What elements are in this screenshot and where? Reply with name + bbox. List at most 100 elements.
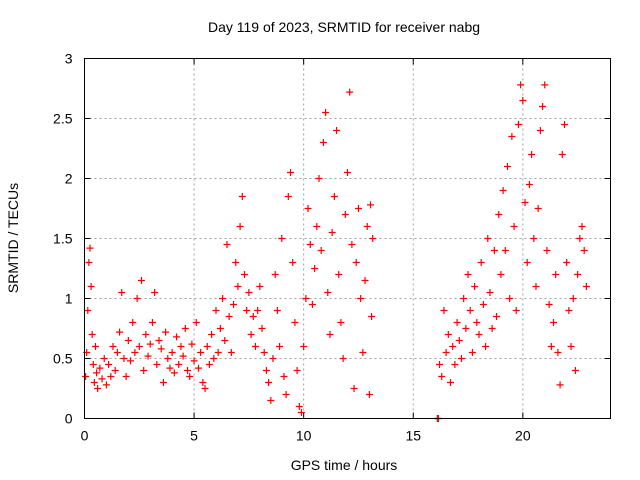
data-point (210, 355, 218, 362)
data-point (96, 364, 104, 372)
data-point (333, 127, 341, 134)
data-point (258, 325, 266, 332)
data-point (82, 373, 90, 380)
data-point (105, 361, 113, 368)
data-point (344, 169, 351, 176)
data-point (302, 295, 310, 302)
data-point (251, 343, 259, 350)
data-point (447, 379, 455, 386)
x-tick-label: 0 (81, 428, 89, 444)
data-point (306, 241, 314, 248)
data-point (168, 349, 176, 356)
data-point (361, 277, 369, 284)
data-point (247, 331, 255, 338)
data-point (508, 133, 516, 140)
data-point (365, 391, 373, 398)
data-point (111, 367, 119, 374)
data-point (205, 361, 213, 368)
data-point (289, 259, 297, 266)
data-point (232, 259, 240, 266)
data-point (541, 81, 549, 89)
data-point (534, 205, 542, 212)
data-point (484, 235, 492, 242)
data-point (315, 175, 323, 182)
data-point (346, 88, 354, 96)
data-point (214, 349, 222, 356)
data-point (146, 340, 154, 348)
data-point (330, 193, 338, 200)
data-point (100, 355, 108, 362)
data-point (148, 319, 156, 326)
data-point (488, 325, 496, 332)
data-point (530, 235, 538, 242)
data-point (203, 343, 211, 350)
data-point (317, 247, 325, 254)
data-point (234, 283, 242, 290)
data-point (322, 109, 330, 116)
data-point (503, 163, 511, 170)
data-point (90, 379, 98, 386)
y-tick-label: 2.5 (53, 111, 73, 127)
y-tick-label: 2 (65, 171, 73, 187)
data-point (514, 121, 522, 128)
data-point (84, 307, 92, 314)
data-point (179, 352, 187, 360)
data-point (87, 283, 95, 290)
data-point (550, 319, 558, 326)
data-point (556, 381, 564, 389)
data-point (230, 301, 238, 308)
data-point (477, 259, 485, 266)
data-point (262, 367, 270, 374)
data-point (525, 181, 533, 188)
data-point (339, 355, 347, 362)
data-point (249, 313, 257, 320)
data-point (501, 247, 509, 254)
data-point (287, 169, 295, 176)
data-point (240, 271, 248, 278)
data-point (462, 325, 470, 332)
data-point (523, 259, 531, 266)
data-point (552, 271, 560, 278)
data-point (449, 343, 457, 350)
data-point (560, 121, 568, 128)
data-point (127, 357, 135, 365)
data-point (304, 205, 312, 212)
data-point (166, 364, 174, 372)
data-point (460, 295, 468, 302)
data-point (455, 337, 463, 344)
data-point (282, 391, 290, 398)
y-axis-title: SRMTID / TECUs (5, 183, 21, 293)
data-point (457, 355, 465, 362)
data-point (199, 379, 207, 386)
data-point (519, 97, 527, 104)
data-point (256, 283, 264, 290)
x-axis-title: GPS time / hours (291, 457, 398, 473)
data-point (563, 259, 571, 266)
chart-title: Day 119 of 2023, SRMTID for receiver nab… (208, 19, 480, 35)
data-point (543, 247, 551, 254)
data-point (571, 367, 579, 374)
data-point (335, 271, 343, 278)
data-point (107, 373, 115, 380)
data-point (352, 259, 360, 266)
data-point (451, 361, 459, 368)
data-point (181, 325, 189, 332)
data-point (440, 307, 448, 314)
data-point (319, 139, 327, 146)
data-point (93, 369, 101, 377)
data-point (369, 235, 377, 242)
data-point (466, 307, 474, 314)
data-point (436, 361, 444, 368)
data-point (295, 403, 303, 410)
data-point (186, 373, 194, 380)
data-point (576, 235, 584, 242)
data-point (574, 271, 582, 278)
data-point (89, 361, 97, 368)
data-point (137, 277, 145, 284)
data-point (354, 205, 362, 212)
data-point (512, 307, 520, 314)
data-point (567, 343, 575, 350)
data-point (153, 361, 161, 368)
data-point (267, 397, 275, 404)
